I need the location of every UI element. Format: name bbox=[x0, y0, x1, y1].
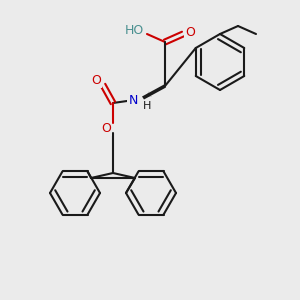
Text: HO: HO bbox=[124, 25, 144, 38]
Text: O: O bbox=[101, 122, 111, 134]
Text: H: H bbox=[143, 101, 151, 111]
Text: O: O bbox=[91, 74, 101, 86]
Text: O: O bbox=[185, 26, 195, 38]
Text: N: N bbox=[128, 94, 138, 106]
Polygon shape bbox=[142, 85, 166, 100]
